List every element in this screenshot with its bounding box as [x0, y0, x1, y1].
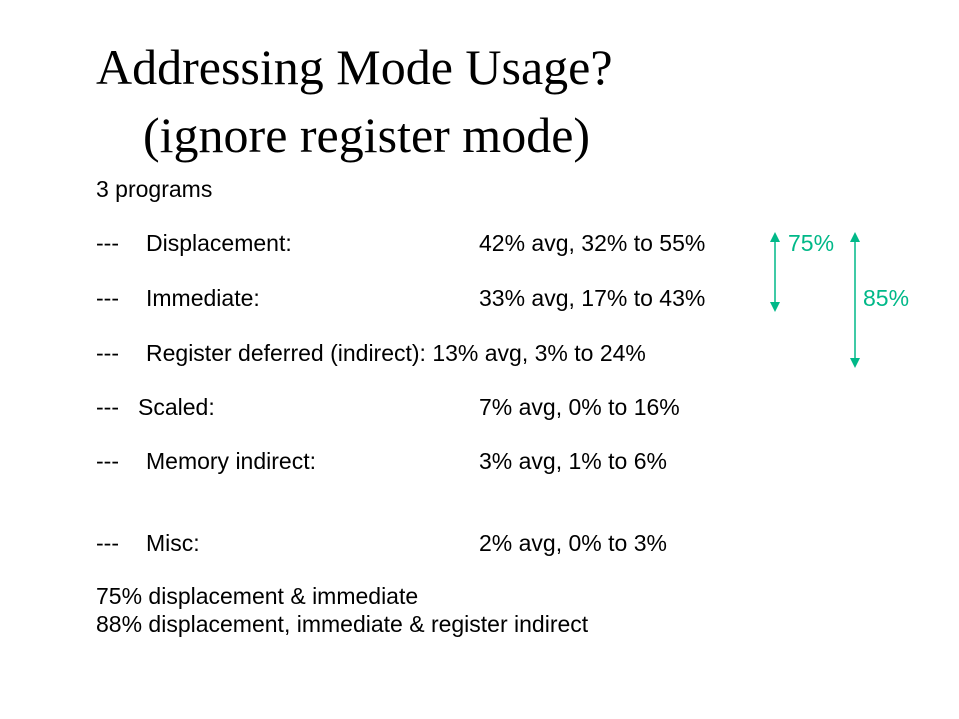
- intro-text: 3 programs: [96, 176, 213, 202]
- row-value-scaled: 7% avg, 0% to 16%: [479, 394, 680, 420]
- row-dash: ---: [96, 340, 119, 366]
- annotation-85-percent: 85%: [863, 285, 910, 311]
- row-dash: ---: [96, 285, 119, 311]
- row-dash: ---: [96, 448, 119, 474]
- row-label-scaled: Scaled:: [138, 394, 215, 420]
- row-dash: ---: [96, 230, 119, 256]
- annotation-75-percent: 75%: [788, 230, 835, 256]
- double-arrow-85-icon: [850, 232, 860, 368]
- row-value-memory-indirect: 3% avg, 1% to 6%: [479, 448, 667, 474]
- row-dash: ---: [96, 530, 119, 556]
- row-dash: ---: [96, 394, 119, 420]
- row-label-immediate: Immediate:: [146, 285, 260, 311]
- slide-title-line-2: (ignore register mode): [143, 107, 591, 163]
- row-label-register-deferred: Register deferred (indirect): 13% avg, 3…: [146, 340, 646, 366]
- row-label-displacement: Displacement:: [146, 230, 292, 256]
- row-value-immediate: 33% avg, 17% to 43%: [479, 285, 706, 311]
- summary-line-1: 75% displacement & immediate: [96, 583, 419, 609]
- double-arrow-75-icon: [770, 232, 780, 312]
- row-value-misc: 2% avg, 0% to 3%: [479, 530, 667, 556]
- summary-line-2: 88% displacement, immediate & register i…: [96, 611, 589, 637]
- row-label-memory-indirect: Memory indirect:: [146, 448, 316, 474]
- row-label-misc: Misc:: [146, 530, 200, 556]
- row-value-displacement: 42% avg, 32% to 55%: [479, 230, 706, 256]
- slide-title-line-1: Addressing Mode Usage?: [96, 39, 613, 95]
